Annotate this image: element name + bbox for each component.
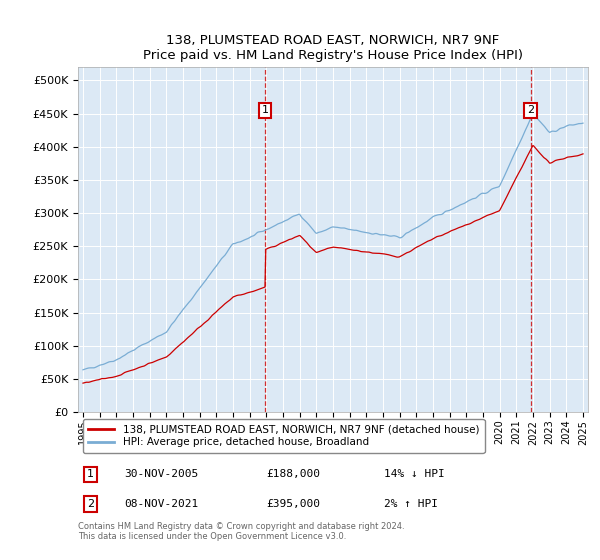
Text: £395,000: £395,000 <box>266 499 320 509</box>
Text: 2: 2 <box>527 105 534 115</box>
Text: 1: 1 <box>262 105 269 115</box>
Title: 138, PLUMSTEAD ROAD EAST, NORWICH, NR7 9NF
Price paid vs. HM Land Registry's Hou: 138, PLUMSTEAD ROAD EAST, NORWICH, NR7 9… <box>143 34 523 62</box>
Text: 14% ↓ HPI: 14% ↓ HPI <box>384 469 445 479</box>
Text: 2% ↑ HPI: 2% ↑ HPI <box>384 499 438 509</box>
Text: 2: 2 <box>87 499 94 509</box>
Legend: 138, PLUMSTEAD ROAD EAST, NORWICH, NR7 9NF (detached house), HPI: Average price,: 138, PLUMSTEAD ROAD EAST, NORWICH, NR7 9… <box>83 419 485 452</box>
Text: Contains HM Land Registry data © Crown copyright and database right 2024.
This d: Contains HM Land Registry data © Crown c… <box>78 522 404 542</box>
Text: 08-NOV-2021: 08-NOV-2021 <box>124 499 198 509</box>
Text: £188,000: £188,000 <box>266 469 320 479</box>
Text: 1: 1 <box>87 469 94 479</box>
Text: 30-NOV-2005: 30-NOV-2005 <box>124 469 198 479</box>
